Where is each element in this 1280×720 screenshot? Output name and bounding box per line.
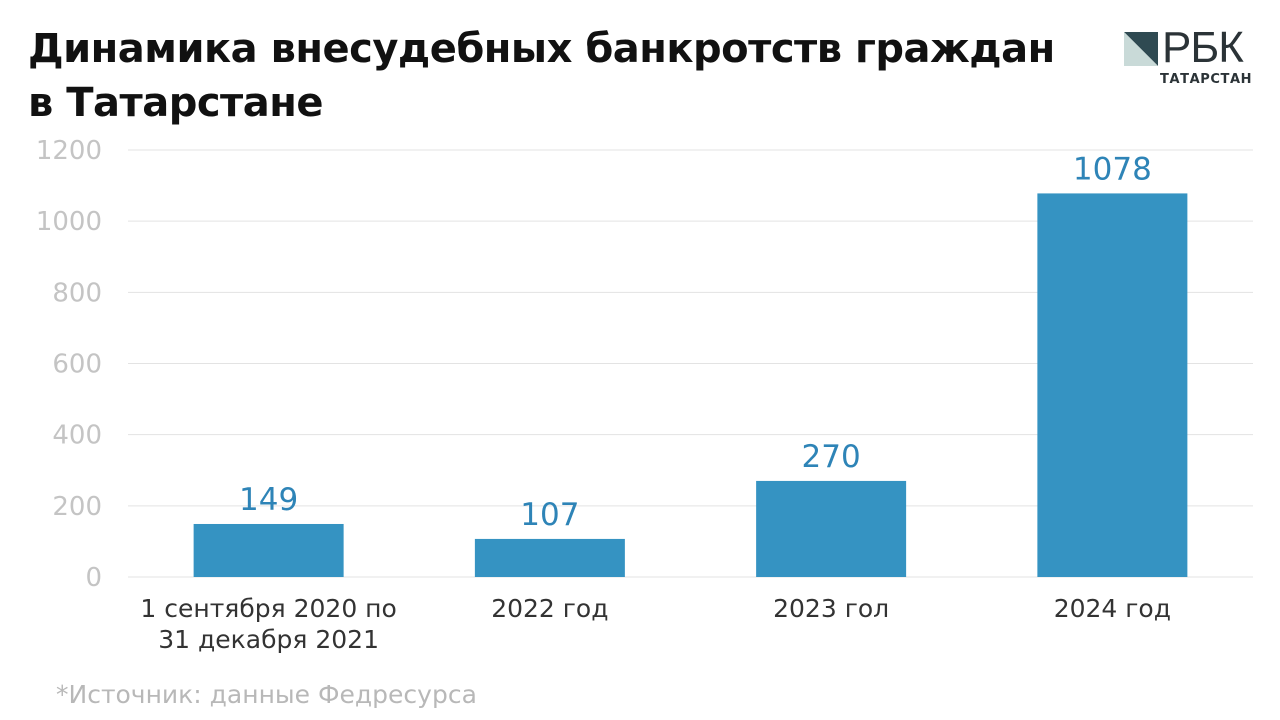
bar: [1037, 193, 1188, 577]
x-tick-label-line: 31 декабря 2021: [158, 625, 379, 654]
x-tick-label-line: 2024 год: [1054, 594, 1171, 623]
bar: [756, 480, 907, 577]
y-tick-label: 600: [52, 350, 102, 380]
chart-title: Динамика внесудебных банкротств граждан …: [28, 22, 1068, 130]
x-tick-label-line: 2023 гол: [773, 594, 889, 623]
bar: [193, 523, 344, 577]
bar: [474, 538, 625, 577]
data-label: 1078: [1073, 151, 1152, 187]
y-tick-label: 1200: [36, 136, 102, 166]
data-label: 270: [802, 439, 861, 475]
chart-title-line-2: в Татарстане: [28, 80, 323, 126]
rbk-logo-mark-icon: [1124, 32, 1158, 66]
y-tick-label: 800: [52, 278, 102, 308]
x-tick-label-line: 2022 год: [491, 594, 608, 623]
logo-region: ТАТАРСТАН: [1160, 72, 1253, 87]
x-tick-label: 2023 гол: [773, 594, 889, 623]
x-tick-label: 1 сентября 2020 по 31 декабря 2021: [140, 594, 396, 654]
y-tick-label: 400: [52, 421, 102, 451]
logo-brand: РБК: [1162, 23, 1244, 72]
rbk-logo: РБК ТАТАРСТАН: [1124, 26, 1256, 92]
x-tick-label-line: 1 сентября 2020 по: [140, 594, 396, 623]
x-tick-label: 2022 год: [491, 594, 608, 623]
chart-title-line-1: Динамика внесудебных банкротств граждан: [28, 26, 1055, 72]
data-label: 149: [239, 482, 298, 518]
y-tick-label: 200: [52, 492, 102, 522]
data-label: 107: [520, 497, 579, 533]
y-tick-label: 0: [85, 563, 102, 593]
y-tick-label: 1000: [36, 207, 102, 237]
x-tick-label: 2024 год: [1054, 594, 1171, 623]
source-note: *Источник: данные Федресурса: [56, 680, 477, 709]
